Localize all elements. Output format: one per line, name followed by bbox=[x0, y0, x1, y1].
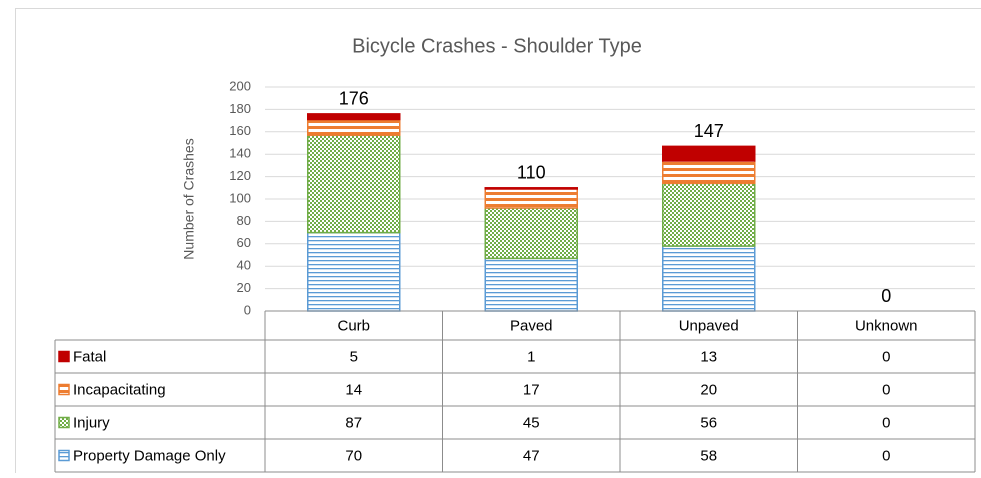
x-tick-label: Unknown bbox=[855, 317, 918, 334]
table-value: 0 bbox=[882, 414, 890, 431]
bar-segment bbox=[308, 114, 400, 120]
table-value: 13 bbox=[700, 348, 717, 365]
y-tick-label: 180 bbox=[229, 101, 251, 116]
x-tick-label: Paved bbox=[510, 317, 553, 334]
table-value: 1 bbox=[527, 348, 535, 365]
table-value: 5 bbox=[350, 348, 358, 365]
bar-segment bbox=[485, 189, 577, 208]
table-value: 56 bbox=[700, 414, 717, 431]
legend-label: Property Damage Only bbox=[73, 447, 226, 464]
legend-key bbox=[59, 451, 69, 461]
y-tick-label: 60 bbox=[237, 235, 251, 250]
chart-title: Bicycle Crashes - Shoulder Type bbox=[352, 35, 642, 57]
x-tick-label: Unpaved bbox=[679, 317, 739, 334]
table-value: 0 bbox=[882, 381, 890, 398]
legend-key bbox=[59, 385, 69, 395]
y-tick-label: 0 bbox=[244, 302, 251, 317]
y-tick-label: 200 bbox=[229, 78, 251, 93]
total-label: 0 bbox=[881, 286, 891, 306]
total-label: 110 bbox=[517, 163, 546, 183]
y-tick-label: 20 bbox=[237, 280, 251, 295]
legend-key bbox=[59, 352, 69, 362]
table-value: 14 bbox=[345, 381, 362, 398]
y-tick-label: 160 bbox=[229, 123, 251, 138]
legend-key bbox=[59, 418, 69, 428]
bar-segment bbox=[308, 233, 400, 311]
table-value: 0 bbox=[882, 447, 890, 464]
bar-segment bbox=[485, 208, 577, 258]
y-tick-label: 120 bbox=[229, 168, 251, 183]
table-value: 0 bbox=[882, 348, 890, 365]
y-axis-label: Number of Crashes bbox=[181, 138, 197, 259]
bar-segment bbox=[663, 161, 755, 183]
y-tick-label: 40 bbox=[237, 258, 251, 273]
table-value: 45 bbox=[523, 414, 540, 431]
bar-segment bbox=[663, 183, 755, 246]
y-tick-label: 140 bbox=[229, 146, 251, 161]
bar-segment bbox=[485, 258, 577, 311]
table-value: 70 bbox=[345, 447, 362, 464]
table-value: 58 bbox=[700, 447, 717, 464]
x-tick-label: Curb bbox=[337, 317, 370, 334]
total-label: 147 bbox=[694, 121, 724, 141]
total-label: 176 bbox=[339, 89, 369, 109]
table-value: 87 bbox=[345, 414, 362, 431]
bar-segment bbox=[308, 119, 400, 135]
y-tick-label: 80 bbox=[237, 213, 251, 228]
legend-label: Fatal bbox=[73, 348, 106, 365]
bar-segment bbox=[308, 135, 400, 232]
bar-segment bbox=[485, 188, 577, 189]
bar-segment bbox=[663, 146, 755, 161]
legend-label: Injury bbox=[73, 414, 110, 431]
table-value: 17 bbox=[523, 381, 540, 398]
legend-label: Incapacitating bbox=[73, 381, 166, 398]
table-value: 47 bbox=[523, 447, 540, 464]
table-value: 20 bbox=[700, 381, 717, 398]
y-tick-label: 100 bbox=[229, 190, 251, 205]
bar-segment bbox=[663, 246, 755, 311]
